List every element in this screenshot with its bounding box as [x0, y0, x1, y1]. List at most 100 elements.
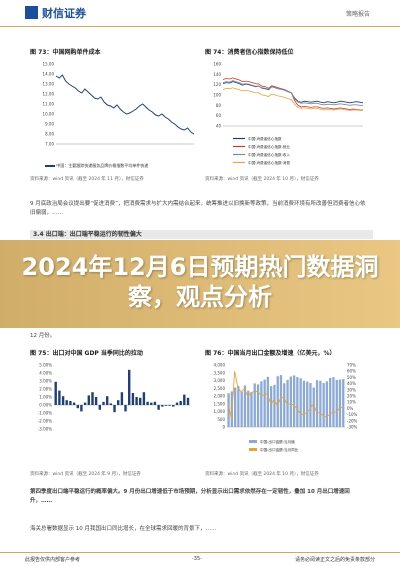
y-tick-label: 15.00 [43, 62, 55, 67]
figure-74-source: 资料来源：wind 资讯（截至 2024 年 10 月），财信证券 [205, 177, 319, 182]
series-line [227, 371, 344, 419]
y-tick-label: 2,500 [214, 386, 226, 391]
y-tick-label: 10.00 [43, 112, 55, 117]
bar [113, 405, 116, 413]
bar [325, 381, 328, 427]
bar [315, 380, 319, 427]
y-tick-label: 60% [347, 369, 356, 374]
figure-76-plot: 4,000 3,500 3,000 2,500 2,000 1,500 1,000 500 0 7… [214, 363, 358, 453]
figure-73-chart: 15.00 14.00 13.00 12.00 11.00 10.00 9.00 8.00 7.… [30, 58, 200, 168]
bar [256, 384, 260, 427]
figure-73-source: 资料来源：wind 资讯（截至 2024 年 11 月），财信证券 [30, 177, 144, 182]
bar [120, 392, 124, 405]
figure-76-chart: 4,000 3,500 3,000 2,500 2,000 1,500 1,000 500 0 7… [205, 359, 370, 464]
bar [83, 402, 87, 405]
y-tick-label: -30% [347, 425, 358, 430]
bar [296, 377, 299, 427]
y-tick-label: 1.00% [39, 395, 52, 400]
bar [109, 403, 112, 405]
figure-74-plot: 160 140 120 100 80 60 40 中国:消费者信心指数中国:消费者信心指数:就… [213, 62, 364, 165]
bar [168, 405, 171, 406]
bar [69, 401, 72, 405]
series-line [222, 87, 363, 111]
legend-label: 中国:消费者信心指数:就业 [248, 144, 290, 149]
y-tick-label: 4,000 [214, 363, 226, 368]
figure-75-source: 资料来源：wind 资讯（截至 2024 年 9 月），财信证券 [30, 472, 141, 477]
y-tick-label: 40% [347, 381, 356, 386]
y-tick-label: 100 [213, 93, 221, 98]
figure-75-plot: 5.00% 4.00% 3.00% 2.00% 1.00% 0.00% -1.00% -2.0… [38, 363, 190, 432]
bar [61, 396, 65, 405]
brand-logo-icon [25, 6, 38, 19]
series-line [222, 81, 364, 104]
body-paragraph-1: 9 月底政治局会议提出要“促进消费”，把消费需求与扩大内需结合起来，统筹推进以旧… [30, 201, 366, 216]
y-tick-label: 9.00 [45, 122, 54, 127]
series-line [55, 74, 195, 135]
legend-swatch [45, 165, 55, 167]
bar [312, 387, 315, 427]
bar [80, 405, 83, 412]
bar [179, 401, 182, 405]
y-tick-label: 140 [213, 72, 221, 77]
bar [335, 380, 338, 427]
y-tick-label: 13.00 [43, 82, 55, 87]
brand-name: 财信证券 [42, 7, 86, 20]
report-type-tag: 策略报告 [345, 11, 370, 18]
y-tick-label: 20% [347, 394, 356, 399]
bar [227, 393, 230, 427]
bar [273, 384, 276, 427]
bar [329, 377, 332, 427]
figure-73-title: 图 73：中国网购单件成本 [30, 49, 101, 56]
y-tick-label: 50% [347, 375, 356, 380]
footer-disclaimer-left: 此报告仅供内部客户参考 [25, 557, 81, 563]
page-footer: 此报告仅供内部客户参考 -35- 请务必阅读正文之后的免责条款部分 [0, 552, 400, 566]
y-tick-label: 7.00 [45, 142, 54, 147]
body-paragraph-4: 海关总署数据显示 10 月我国出口同比增长，在全球需求回暖的背景下，…… [30, 526, 217, 532]
y-tick-label: 4.00% [39, 371, 52, 376]
y-tick-label: -10% [347, 412, 358, 417]
bar [286, 379, 289, 427]
bar [279, 375, 283, 427]
y-tick-label: 14.00 [43, 72, 55, 77]
bar [172, 405, 175, 407]
series-line [222, 77, 363, 111]
figure-73-legend: 中国：主要跟踪快递服务品牌价格指数平均单件快递 [45, 163, 148, 169]
y-tick-label: 3,500 [214, 370, 226, 375]
bar [283, 383, 286, 427]
y-tick-label: 10% [347, 400, 356, 405]
bar [54, 381, 57, 405]
y-tick-label: 30% [347, 387, 356, 392]
bar [157, 405, 160, 410]
figure-73-legend-label: 中国：主要跟踪快递服务品牌价格指数平均单件快递 [56, 163, 149, 168]
figure-74-title: 图 74：消费者信心指数保持低位 [205, 49, 294, 56]
bar [98, 405, 101, 410]
figure-76-title: 图 76：中国当月出口金额及增速（亿美元，%） [205, 350, 336, 357]
bar [243, 385, 247, 427]
bar [87, 395, 90, 405]
bar [106, 396, 109, 405]
bar [139, 397, 142, 405]
bar [175, 402, 179, 405]
banner-title: 2024年12月6日预期热门数据洞察，观点分析 [21, 253, 379, 311]
y-tick-label: 120 [213, 82, 221, 87]
bar [266, 376, 269, 427]
bar [299, 378, 302, 427]
y-tick-label: -2.00% [38, 419, 52, 424]
body-paragraph-2: 12 月份。 [30, 333, 56, 339]
bar [338, 379, 342, 427]
bar [302, 380, 306, 427]
y-tick-label: 2,000 [214, 394, 226, 399]
y-tick-label: 3.00% [39, 379, 52, 384]
bar [234, 387, 237, 427]
bar [142, 392, 146, 405]
bar [124, 405, 127, 412]
y-tick-label: 1,500 [214, 401, 226, 406]
legend-label: 中国:消费者信心指数 [248, 136, 282, 141]
figure-74-chart: 160 140 120 100 80 60 40 中国:消费者信心指数中国:消费者信心指数:就… [205, 58, 370, 173]
bar [94, 397, 98, 405]
bar [102, 401, 105, 405]
y-tick-label: 80 [216, 103, 222, 108]
legend-swatch [249, 440, 257, 443]
y-tick-label: 12.00 [43, 92, 55, 97]
legend-label: 中国:出口金额:当月同比 [260, 447, 299, 452]
